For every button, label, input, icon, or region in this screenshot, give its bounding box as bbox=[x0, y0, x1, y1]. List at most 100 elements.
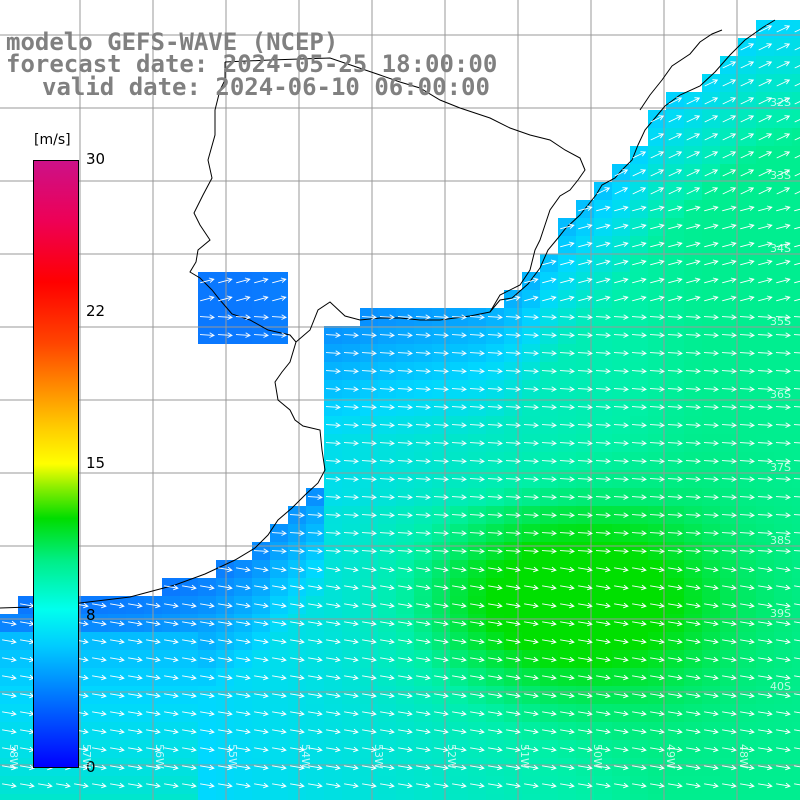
wind-arrow bbox=[146, 764, 161, 771]
wind-arrow bbox=[578, 620, 593, 627]
wind-speed-cell bbox=[792, 290, 800, 308]
wind-arrow bbox=[415, 494, 431, 500]
wind-arrow bbox=[361, 422, 377, 428]
longitude-label: 52W bbox=[445, 744, 458, 769]
wind-arrow bbox=[182, 638, 197, 645]
wind-arrow bbox=[776, 566, 791, 573]
wind-arrow bbox=[758, 638, 773, 645]
wind-arrow bbox=[703, 458, 719, 464]
wind-arrow bbox=[794, 621, 800, 624]
wind-arrow bbox=[470, 764, 485, 771]
wind-arrow bbox=[128, 674, 143, 681]
wind-arrow bbox=[794, 262, 800, 266]
wind-arrow bbox=[326, 746, 341, 753]
wind-arrow bbox=[704, 241, 719, 248]
wind-arrow bbox=[740, 674, 755, 681]
wind-speed-cell bbox=[630, 794, 648, 800]
wind-arrow bbox=[722, 115, 737, 123]
wind-arrow bbox=[775, 422, 791, 428]
wind-arrow bbox=[254, 638, 269, 645]
latitude-label: 40S bbox=[770, 680, 791, 693]
wind-arrow bbox=[649, 494, 665, 500]
wind-arrow bbox=[541, 314, 557, 320]
wind-arrow bbox=[704, 223, 719, 230]
wind-arrow bbox=[758, 602, 773, 609]
wind-arrow bbox=[685, 512, 701, 518]
wind-arrow bbox=[650, 259, 665, 266]
wind-arrow bbox=[146, 674, 161, 681]
wind-arrow bbox=[632, 638, 647, 645]
wind-arrow bbox=[452, 710, 467, 717]
wind-arrow bbox=[649, 458, 665, 464]
wind-arrow bbox=[469, 440, 485, 446]
wind-arrow bbox=[559, 530, 575, 536]
wind-arrow bbox=[560, 728, 575, 735]
wind-arrow bbox=[505, 314, 521, 320]
wind-arrow bbox=[578, 205, 593, 212]
wind-arrow bbox=[164, 674, 179, 681]
wind-arrow bbox=[523, 458, 539, 464]
wind-arrow bbox=[686, 656, 701, 663]
wind-arrow bbox=[218, 638, 233, 645]
wind-arrow bbox=[110, 674, 125, 681]
wind-arrow bbox=[307, 494, 323, 500]
wind-arrow bbox=[290, 710, 305, 717]
wind-arrow bbox=[740, 133, 755, 141]
wind-speed-cell bbox=[792, 218, 800, 236]
wind-arrow bbox=[451, 530, 467, 536]
wind-arrow bbox=[793, 316, 800, 318]
wind-arrow bbox=[542, 638, 557, 645]
wind-arrow bbox=[704, 620, 719, 627]
wind-arrow bbox=[146, 746, 161, 753]
wind-arrow bbox=[668, 656, 683, 663]
wind-arrow bbox=[775, 350, 791, 356]
wind-arrow bbox=[290, 764, 305, 771]
wind-arrow bbox=[469, 404, 485, 410]
wind-arrow bbox=[164, 746, 179, 753]
wind-arrow bbox=[434, 674, 449, 681]
wind-arrow bbox=[793, 460, 800, 462]
wind-arrow bbox=[182, 584, 197, 591]
wind-arrow bbox=[775, 314, 791, 320]
wind-arrow bbox=[559, 404, 575, 410]
wind-arrow bbox=[416, 620, 431, 627]
wind-arrow bbox=[470, 692, 485, 699]
wind-arrow bbox=[794, 585, 800, 588]
wind-arrow bbox=[254, 566, 269, 573]
wind-arrow bbox=[758, 259, 773, 266]
wind-arrow bbox=[253, 332, 269, 338]
wind-arrow bbox=[451, 332, 467, 338]
wind-arrow bbox=[704, 764, 719, 771]
wind-arrow bbox=[361, 494, 377, 500]
wind-speed-cell bbox=[306, 794, 324, 800]
wind-arrow bbox=[667, 404, 683, 410]
wind-speed-cell bbox=[486, 794, 504, 800]
wind-arrow bbox=[541, 530, 557, 536]
wind-arrow bbox=[128, 782, 143, 789]
wind-arrow bbox=[577, 458, 593, 464]
wind-arrow bbox=[92, 728, 107, 735]
wind-arrow bbox=[614, 295, 629, 302]
wind-arrow bbox=[740, 223, 755, 230]
wind-arrow bbox=[524, 638, 539, 645]
wind-arrow bbox=[613, 314, 629, 320]
wind-arrow bbox=[667, 476, 683, 482]
wind-arrow bbox=[524, 584, 539, 591]
wind-arrow bbox=[344, 764, 359, 771]
wind-arrow bbox=[740, 620, 755, 627]
wind-arrow bbox=[685, 404, 701, 410]
wind-arrow bbox=[685, 368, 701, 374]
wind-arrow bbox=[721, 494, 737, 500]
wind-arrow bbox=[308, 620, 323, 627]
wind-arrow bbox=[650, 710, 665, 717]
wind-arrow bbox=[272, 746, 287, 753]
wind-arrow bbox=[2, 710, 17, 717]
wind-arrow bbox=[398, 638, 413, 645]
wind-arrow bbox=[686, 782, 701, 789]
wind-arrow bbox=[164, 728, 179, 735]
wind-arrow bbox=[362, 674, 377, 681]
wind-arrow bbox=[740, 205, 755, 212]
wind-arrow bbox=[704, 566, 719, 573]
wind-arrow bbox=[794, 639, 800, 642]
wind-speed-cell bbox=[792, 722, 800, 740]
